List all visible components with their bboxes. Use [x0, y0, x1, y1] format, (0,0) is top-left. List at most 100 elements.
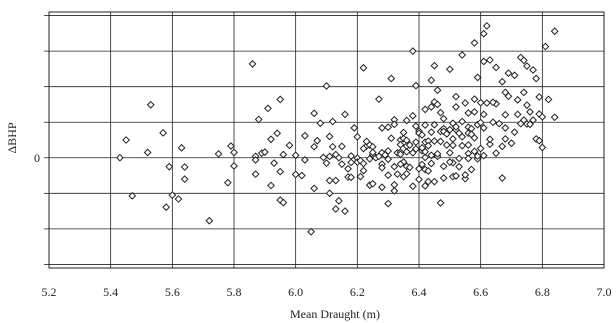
data-point — [464, 141, 473, 149]
data-point — [532, 74, 541, 83]
data-point — [412, 81, 420, 90]
data-point — [260, 148, 269, 156]
data-point — [489, 98, 497, 107]
data-point — [479, 151, 488, 160]
x-tick-label: 6.2 — [350, 285, 365, 299]
data-point — [405, 141, 414, 149]
data-point — [356, 172, 365, 181]
data-point — [396, 160, 405, 169]
data-point — [301, 131, 309, 140]
data-point — [276, 167, 285, 176]
data-point — [205, 216, 214, 225]
data-point — [267, 135, 275, 144]
y-axis-title: ΔBHP — [5, 122, 19, 153]
data-point — [396, 150, 405, 159]
data-point — [162, 203, 171, 212]
data-point — [341, 110, 349, 119]
data-point — [325, 189, 334, 198]
data-point — [482, 21, 491, 30]
data-point — [412, 138, 420, 147]
data-point — [276, 95, 285, 104]
data-point — [418, 160, 426, 169]
data-point — [439, 174, 448, 182]
data-point — [461, 174, 470, 183]
data-point — [143, 148, 152, 157]
data-point — [455, 162, 463, 171]
data-point — [180, 175, 189, 184]
data-point — [473, 152, 482, 160]
data-point — [297, 171, 306, 180]
data-point — [408, 111, 417, 120]
y-tick-label: 0 — [34, 151, 40, 165]
x-tick-label: 7.0 — [597, 285, 612, 299]
data-point — [359, 144, 368, 153]
x-axis-title: Mean Draught (m) — [290, 307, 380, 321]
data-point — [458, 132, 467, 141]
data-point — [427, 159, 436, 168]
data-point — [535, 136, 544, 145]
data-point — [331, 176, 340, 185]
data-point — [279, 150, 288, 159]
data-point — [492, 149, 500, 158]
data-point — [368, 148, 377, 157]
data-point — [498, 174, 507, 182]
data-point — [538, 112, 547, 121]
data-point — [436, 137, 445, 146]
data-point — [177, 143, 186, 152]
data-point — [452, 92, 460, 101]
data-point — [291, 170, 300, 179]
data-point — [214, 149, 223, 158]
data-point — [501, 124, 510, 132]
data-point — [408, 182, 417, 191]
data-point — [424, 141, 433, 150]
data-point — [445, 148, 454, 157]
x-tick-label: 5.6 — [165, 285, 180, 299]
data-point — [495, 119, 504, 128]
data-point — [498, 142, 507, 151]
data-point — [489, 118, 497, 127]
data-point — [334, 153, 343, 162]
data-point — [470, 133, 479, 142]
data-point — [510, 128, 519, 137]
data-point — [461, 170, 470, 179]
data-point — [510, 71, 519, 80]
data-point — [501, 110, 510, 119]
data-point — [168, 191, 177, 200]
data-point — [402, 169, 411, 178]
y-tick-labels: 0 — [34, 151, 40, 165]
data-point — [430, 177, 439, 186]
data-point — [390, 162, 399, 171]
data-point — [427, 151, 436, 160]
data-point — [393, 170, 402, 179]
data-point — [436, 199, 445, 207]
data-point — [412, 144, 420, 153]
data-point — [476, 118, 485, 127]
x-tick-label: 6.6 — [473, 285, 488, 299]
data-point — [331, 205, 340, 213]
data-point — [227, 142, 235, 150]
data-point — [513, 95, 522, 104]
data-point — [415, 164, 423, 173]
data-point — [359, 63, 368, 72]
data-point — [519, 56, 528, 65]
data-point — [433, 149, 442, 158]
data-point — [396, 140, 405, 149]
x-tick-label: 5.8 — [227, 285, 242, 299]
data-point — [519, 88, 528, 97]
data-point — [384, 199, 393, 208]
data-point — [523, 101, 531, 110]
data-point — [424, 177, 433, 186]
data-point — [470, 39, 479, 47]
data-point — [452, 122, 460, 131]
data-point — [479, 29, 488, 38]
data-point — [415, 175, 423, 184]
data-point — [430, 61, 439, 70]
data-point — [384, 171, 393, 180]
data-point — [449, 135, 457, 143]
data-point — [492, 63, 500, 72]
data-point — [328, 142, 337, 151]
data-point — [310, 142, 319, 151]
data-point — [479, 57, 488, 66]
data-point — [159, 128, 167, 137]
